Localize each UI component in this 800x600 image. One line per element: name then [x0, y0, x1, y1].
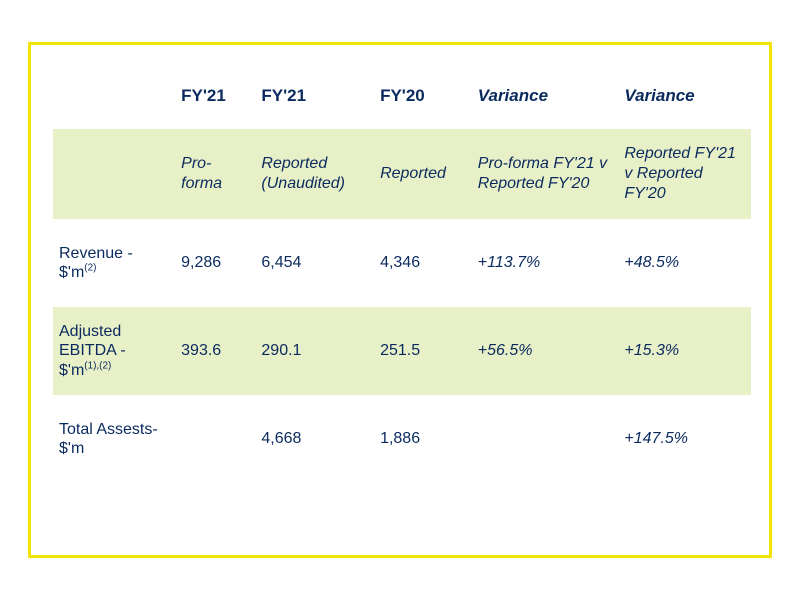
cell-c2: 6,454 — [255, 219, 374, 307]
table-row: Total Assests- $'m 4,6681,886 +147.5% — [53, 395, 751, 483]
subheader-variance-1: Pro-forma FY'21 v Reported FY'20 — [472, 129, 619, 219]
header-variance-1: Variance — [472, 63, 619, 129]
row-label: Revenue - $'m(2) — [53, 219, 175, 307]
cell-c1: 9,286 — [175, 219, 255, 307]
table-frame: FY'21 FY'21 FY'20 Variance Variance Pro-… — [28, 42, 772, 558]
table-row: Adjusted EBITDA - $'m(1),(2)393.6290.125… — [53, 307, 751, 395]
subheader-blank — [53, 129, 175, 219]
header-fy21-proforma: FY'21 — [175, 63, 255, 129]
cell-c2: 4,668 — [255, 395, 374, 483]
cell-c4: +56.5% — [472, 307, 619, 395]
cell-c3: 251.5 — [374, 307, 472, 395]
table-row: Revenue - $'m(2)9,2866,4544,346+113.7%+4… — [53, 219, 751, 307]
header-row: FY'21 FY'21 FY'20 Variance Variance — [53, 63, 751, 129]
cell-c5: +48.5% — [618, 219, 751, 307]
subheader-reported-unaudited: Reported (Unaudited) — [255, 129, 374, 219]
cell-c5: +15.3% — [618, 307, 751, 395]
cell-c3: 1,886 — [374, 395, 472, 483]
cell-c3: 4,346 — [374, 219, 472, 307]
cell-c1 — [175, 395, 255, 483]
subheader-reported: Reported — [374, 129, 472, 219]
cell-c4 — [472, 395, 619, 483]
cell-c5: +147.5% — [618, 395, 751, 483]
financials-table: FY'21 FY'21 FY'20 Variance Variance Pro-… — [53, 63, 751, 483]
cell-c1: 393.6 — [175, 307, 255, 395]
cell-c4: +113.7% — [472, 219, 619, 307]
header-variance-2: Variance — [618, 63, 751, 129]
subheader-variance-2: Reported FY'21 v Reported FY'20 — [618, 129, 751, 219]
cell-c2: 290.1 — [255, 307, 374, 395]
header-fy20: FY'20 — [374, 63, 472, 129]
header-blank — [53, 63, 175, 129]
subheader-proforma: Pro-forma — [175, 129, 255, 219]
header-fy21-reported: FY'21 — [255, 63, 374, 129]
subheader-row: Pro-forma Reported (Unaudited) Reported … — [53, 129, 751, 219]
row-label: Total Assests- $'m — [53, 395, 175, 483]
row-label: Adjusted EBITDA - $'m(1),(2) — [53, 307, 175, 395]
